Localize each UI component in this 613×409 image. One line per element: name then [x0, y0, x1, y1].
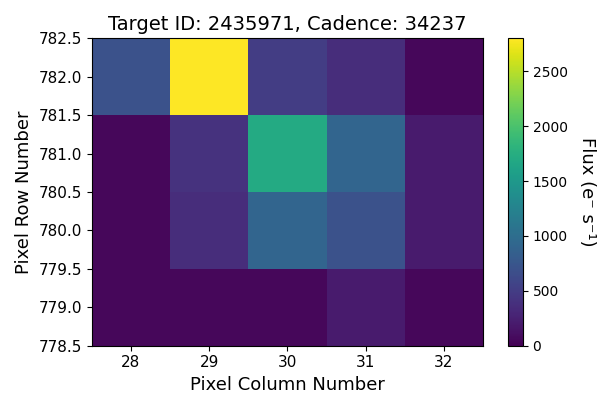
Y-axis label: Pixel Row Number: Pixel Row Number — [15, 110, 33, 274]
X-axis label: Pixel Column Number: Pixel Column Number — [190, 376, 385, 394]
Y-axis label: Flux (e⁻ s⁻¹): Flux (e⁻ s⁻¹) — [577, 137, 595, 247]
Title: Target ID: 2435971, Cadence: 34237: Target ID: 2435971, Cadence: 34237 — [108, 15, 466, 34]
